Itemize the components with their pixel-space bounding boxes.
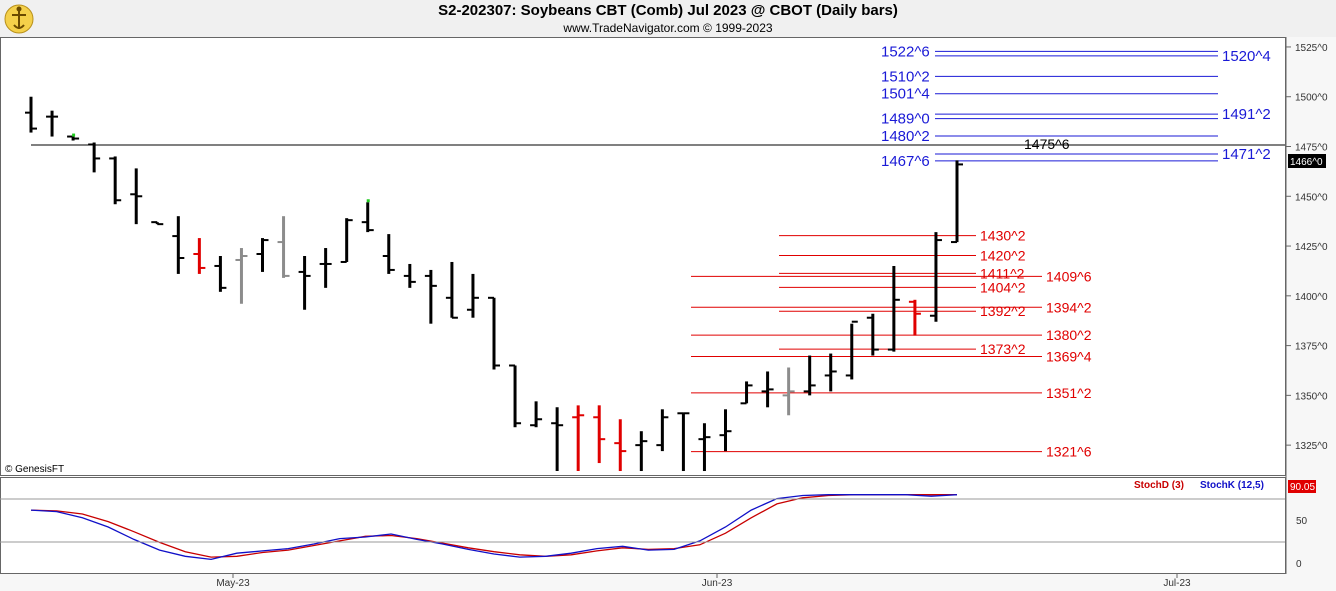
level-label-red: 1373^2: [980, 341, 1026, 357]
time-axis-strip: [0, 574, 1336, 591]
stoch-value-text: 90.05: [1290, 482, 1315, 493]
time-tick-label: Jun-23: [702, 578, 733, 589]
price-tick-label: 1425^0: [1295, 242, 1328, 253]
level-label-red: 1420^2: [980, 248, 1026, 264]
level-label-red: 1392^2: [980, 303, 1026, 319]
ohlc-bars: [25, 96, 963, 472]
last-price-badge: [1288, 154, 1326, 168]
time-tick-label: May-23: [216, 578, 250, 589]
level-label-red: 1380^2: [1046, 327, 1092, 343]
level-label-red: 1394^2: [1046, 299, 1092, 315]
level-label-blue: 1491^2: [1222, 106, 1271, 123]
chart-title: S2-202307: Soybeans CBT (Comb) Jul 2023 …: [438, 2, 898, 19]
price-axis: 1525^0 1500^0 1475^0 1450^0 1425^0 1400^0 1375…: [1286, 43, 1328, 452]
last-price-text: 1466^0: [1290, 157, 1323, 168]
stoch-k-label: StochK (12,5): [1200, 480, 1264, 491]
indicator-panel[interactable]: [0, 477, 1286, 574]
level-label-red: 1369^4: [1046, 349, 1092, 365]
signal-dot: [366, 199, 370, 203]
level-label-red: 1409^6: [1046, 268, 1092, 284]
signal-dot: [72, 133, 76, 137]
price-tick-label: 1325^0: [1295, 441, 1328, 452]
price-tick-label: 1350^0: [1295, 391, 1328, 402]
price-tick-label: 1450^0: [1295, 192, 1328, 203]
price-axis-strip: [1286, 37, 1336, 574]
price-tick-label: 1375^0: [1295, 342, 1328, 353]
time-tick-label: Jul-23: [1163, 578, 1191, 589]
level-label-blue: 1480^2: [881, 128, 930, 145]
chart-header: S2-202307: Soybeans CBT (Comb) Jul 2023 …: [0, 0, 1336, 37]
level-label-red: 1351^2: [1046, 385, 1092, 401]
stoch-k-line: [30, 494, 958, 561]
price-tick-label: 1475^0: [1295, 143, 1328, 154]
stoch-tick-50: 50: [1296, 516, 1308, 527]
level-label-red: 1430^2: [980, 228, 1026, 244]
stoch-value-badge: [1288, 480, 1316, 493]
stoch-tick-0: 0: [1296, 559, 1302, 570]
stoch-d-label: StochD (3): [1134, 480, 1184, 491]
price-tick-label: 1500^0: [1295, 93, 1328, 104]
time-axis: May-23 Jun-23 Jul-23: [216, 574, 1191, 589]
price-tick-label: 1400^0: [1295, 292, 1328, 303]
level-label-blue: 1522^6: [881, 43, 930, 60]
price-tick-label: 1525^0: [1295, 43, 1328, 54]
level-label-blue: 1489^0: [881, 111, 930, 128]
level-label-red: 1411^2: [980, 265, 1025, 281]
stochastic-lines: [30, 494, 958, 561]
level-label-red: 1321^6: [1046, 444, 1092, 460]
stoch-d-line: [30, 494, 957, 558]
price-panel[interactable]: [0, 37, 1286, 476]
watermark: © GenesisFT: [5, 464, 64, 475]
level-label-blue: 1467^6: [881, 153, 930, 170]
level-label-blue: 1471^2: [1222, 146, 1271, 163]
trade-navigator-logo-icon: [3, 3, 35, 40]
level-label-black: 1475^6: [1024, 136, 1070, 152]
level-label-blue: 1510^2: [881, 68, 930, 85]
chart-subtitle: www.TradeNavigator.com © 1999-2023: [563, 21, 773, 35]
level-label-blue: 1520^4: [1222, 48, 1271, 65]
level-label-blue: 1501^4: [881, 86, 930, 103]
level-label-red: 1404^2: [980, 279, 1026, 295]
